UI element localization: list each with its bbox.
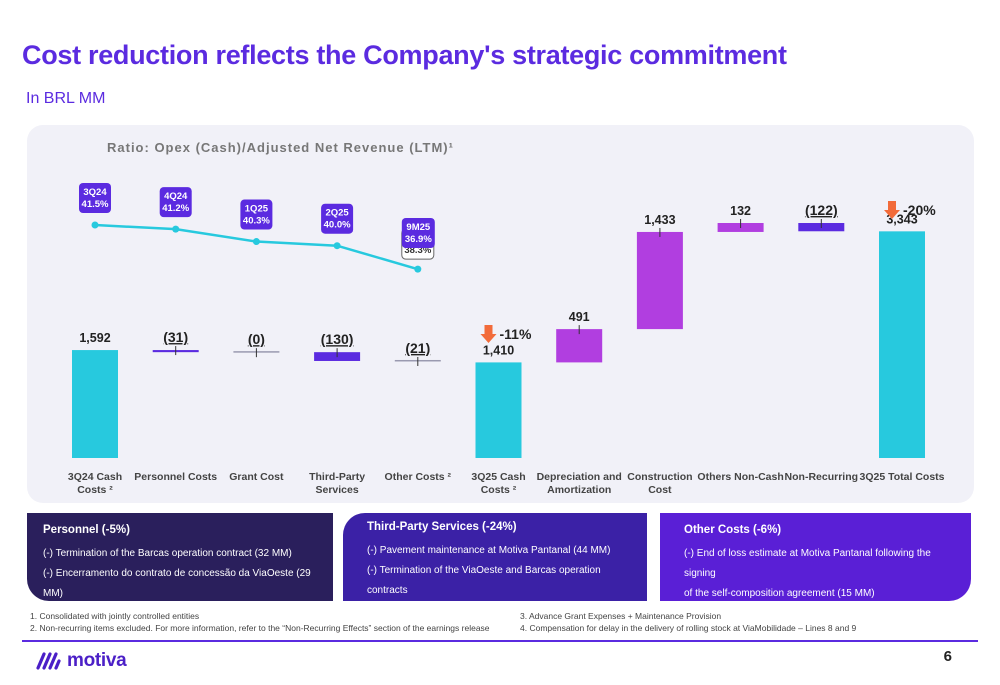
ratio-badge-period: 2Q25 <box>325 208 349 219</box>
ratio-badge-period: 3Q24 <box>83 187 107 198</box>
ratio-point <box>414 265 422 273</box>
box-line: (67 MM and 16 MM) <box>367 605 458 616</box>
motiva-logo-icon <box>36 652 61 670</box>
waterfall-bar <box>72 350 118 458</box>
bar-value-label: 1,433 <box>644 213 675 227</box>
footnote: 1. Consolidated with jointly controlled … <box>30 611 200 621</box>
change-marker-label: -20% <box>903 202 936 218</box>
page-title: Cost reduction reflects the Company's st… <box>22 40 787 70</box>
ratio-badge-value: 38.3% <box>404 245 431 256</box>
bar-value-label: (122) <box>805 202 838 218</box>
box-line: of the self-composition agreement (15 MM… <box>684 588 875 599</box>
ratio-point <box>91 221 99 229</box>
down-arrow-icon <box>480 325 497 343</box>
ratio-badge-value: 41.2% <box>162 203 189 214</box>
bar-value-label: (130) <box>321 331 354 347</box>
box-title: Other Costs (-6%) <box>684 524 782 536</box>
footnote: 2. Non-recurring items excluded. For mor… <box>30 622 490 633</box>
box-title: Personnel (-5%) <box>43 524 130 536</box>
bar-value-label: 132 <box>730 204 751 218</box>
ratio-badge-value: 40.3% <box>243 216 270 227</box>
ratio-point <box>172 225 180 233</box>
company-logo: motiva <box>36 650 127 672</box>
box-line: (-) Termination of the Barcas operation … <box>43 548 292 559</box>
category-tick-label: Third-Party <box>309 471 365 483</box>
ratio-badge <box>321 203 354 234</box>
ratio-point <box>252 238 260 246</box>
ratio-badge-value: 40.0% <box>324 220 351 231</box>
bar-value-label: (21) <box>405 340 430 356</box>
bar-value-label: (0) <box>248 331 265 347</box>
other-costs-info-box: Other Costs (-6%) (-) End of loss estima… <box>660 513 971 601</box>
category-tick-label: Depreciation and <box>537 471 622 483</box>
category-tick-label: Costs ² <box>481 484 517 496</box>
ratio-badge-period: 9M25 <box>406 222 430 233</box>
ratio-badge <box>79 183 111 213</box>
category-tick-label: 3Q24 Cash <box>68 471 122 483</box>
category-tick-label: Other Costs ² <box>385 471 452 483</box>
box-line: (-) Termination of the ViaOeste and Barc… <box>367 565 601 596</box>
chart-panel: Ratio: Opex (Cash)/Adjusted Net Revenue … <box>27 125 974 503</box>
ratio-badge-value: 36.9% <box>405 234 432 245</box>
bar-value-label: (31) <box>163 329 188 345</box>
waterfall-bar <box>879 231 925 458</box>
category-tick-label: Non-Recurring <box>785 471 859 483</box>
category-tick-label: Amortization <box>547 484 611 496</box>
ratio-badge <box>240 199 273 230</box>
waterfall-bar <box>475 362 522 458</box>
footnotes-right: 3. Advance Grant Expenses + Maintenance … <box>520 611 856 634</box>
box-title: Third-Party Services (-24%) <box>367 521 517 533</box>
waterfall-bar <box>636 231 683 330</box>
waterfall-bar <box>556 329 603 363</box>
category-tick-label: Services <box>315 484 358 496</box>
box-line: (-) Pavement maintenance at Motiva Panta… <box>367 545 611 556</box>
ratio-badge-period: 4Q24 <box>164 191 188 202</box>
ratio-badge-period: 1Q25 <box>245 204 269 215</box>
footnote: 3. Advance Grant Expenses + Maintenance … <box>520 611 722 621</box>
ratio-point <box>333 242 341 250</box>
ratio-badge <box>401 218 435 248</box>
footer-divider <box>22 640 978 642</box>
category-tick-label: Cost <box>648 484 672 496</box>
ratio-badge <box>159 187 192 218</box>
category-tick-label: Costs ² <box>77 484 113 496</box>
category-tick-label: Others Non-Cash <box>697 471 783 483</box>
chart-title: Ratio: Opex (Cash)/Adjusted Net Revenue … <box>107 140 454 155</box>
page-number: 6 <box>943 648 952 665</box>
box-line: (-) End of loss estimate at Motiva Panta… <box>684 548 931 579</box>
box-line: (-) Encerramento do contrato de concessã… <box>43 568 311 599</box>
down-arrow-icon <box>884 201 900 219</box>
category-tick-label: 3Q25 Cash <box>471 471 525 483</box>
category-tick-label: Grant Cost <box>229 471 284 483</box>
logo-text: motiva <box>67 650 127 671</box>
change-marker-label: -11% <box>500 326 532 342</box>
ratio-badge-value: 41.5% <box>82 199 109 210</box>
footnote: 4. Compensation for delay in the deliver… <box>520 622 857 633</box>
bar-value-label: 1,410 <box>483 343 514 357</box>
category-tick-label: Construction <box>627 471 692 483</box>
ratio-series-line <box>94 223 419 271</box>
waterfall-chart: Ratio: Opex (Cash)/Adjusted Net Revenue … <box>68 140 945 496</box>
third-party-info-box: Third-Party Services (-24%) (-) Pavement… <box>343 513 647 616</box>
category-tick-label: 3Q25 Total Costs <box>860 471 945 483</box>
personnel-info-box: Personnel (-5%) (-) Termination of the B… <box>27 513 333 601</box>
category-tick-label: Personnel Costs <box>134 471 217 483</box>
page-subtitle: In BRL MM <box>26 90 106 107</box>
bar-value-label: 1,592 <box>79 331 110 345</box>
bar-value-label: 491 <box>569 310 590 324</box>
footnotes-left: 1. Consolidated with jointly controlled … <box>30 611 490 634</box>
